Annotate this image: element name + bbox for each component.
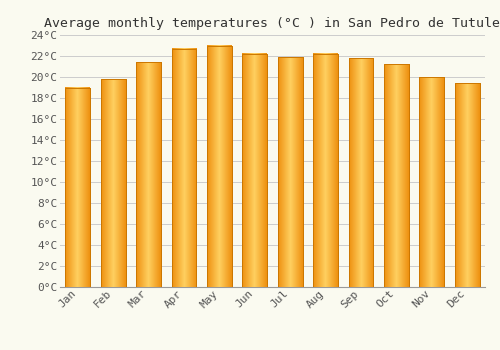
Bar: [313, 54, 338, 287]
Bar: [313, 54, 338, 287]
Bar: [278, 57, 302, 287]
Bar: [455, 83, 479, 287]
Bar: [66, 88, 90, 287]
Bar: [136, 62, 161, 287]
Bar: [172, 49, 196, 287]
Bar: [420, 77, 444, 287]
Bar: [66, 88, 90, 287]
Bar: [278, 57, 302, 287]
Bar: [100, 79, 126, 287]
Bar: [384, 64, 409, 287]
Title: Average monthly temperatures (°C ) in San Pedro de Tutule: Average monthly temperatures (°C ) in Sa…: [44, 17, 500, 30]
Bar: [136, 62, 161, 287]
Bar: [420, 77, 444, 287]
Bar: [242, 54, 267, 287]
Bar: [242, 54, 267, 287]
Bar: [348, 58, 374, 287]
Bar: [172, 49, 196, 287]
Bar: [384, 64, 409, 287]
Bar: [207, 46, 232, 287]
Bar: [455, 83, 479, 287]
Bar: [207, 46, 232, 287]
Bar: [100, 79, 126, 287]
Bar: [348, 58, 374, 287]
